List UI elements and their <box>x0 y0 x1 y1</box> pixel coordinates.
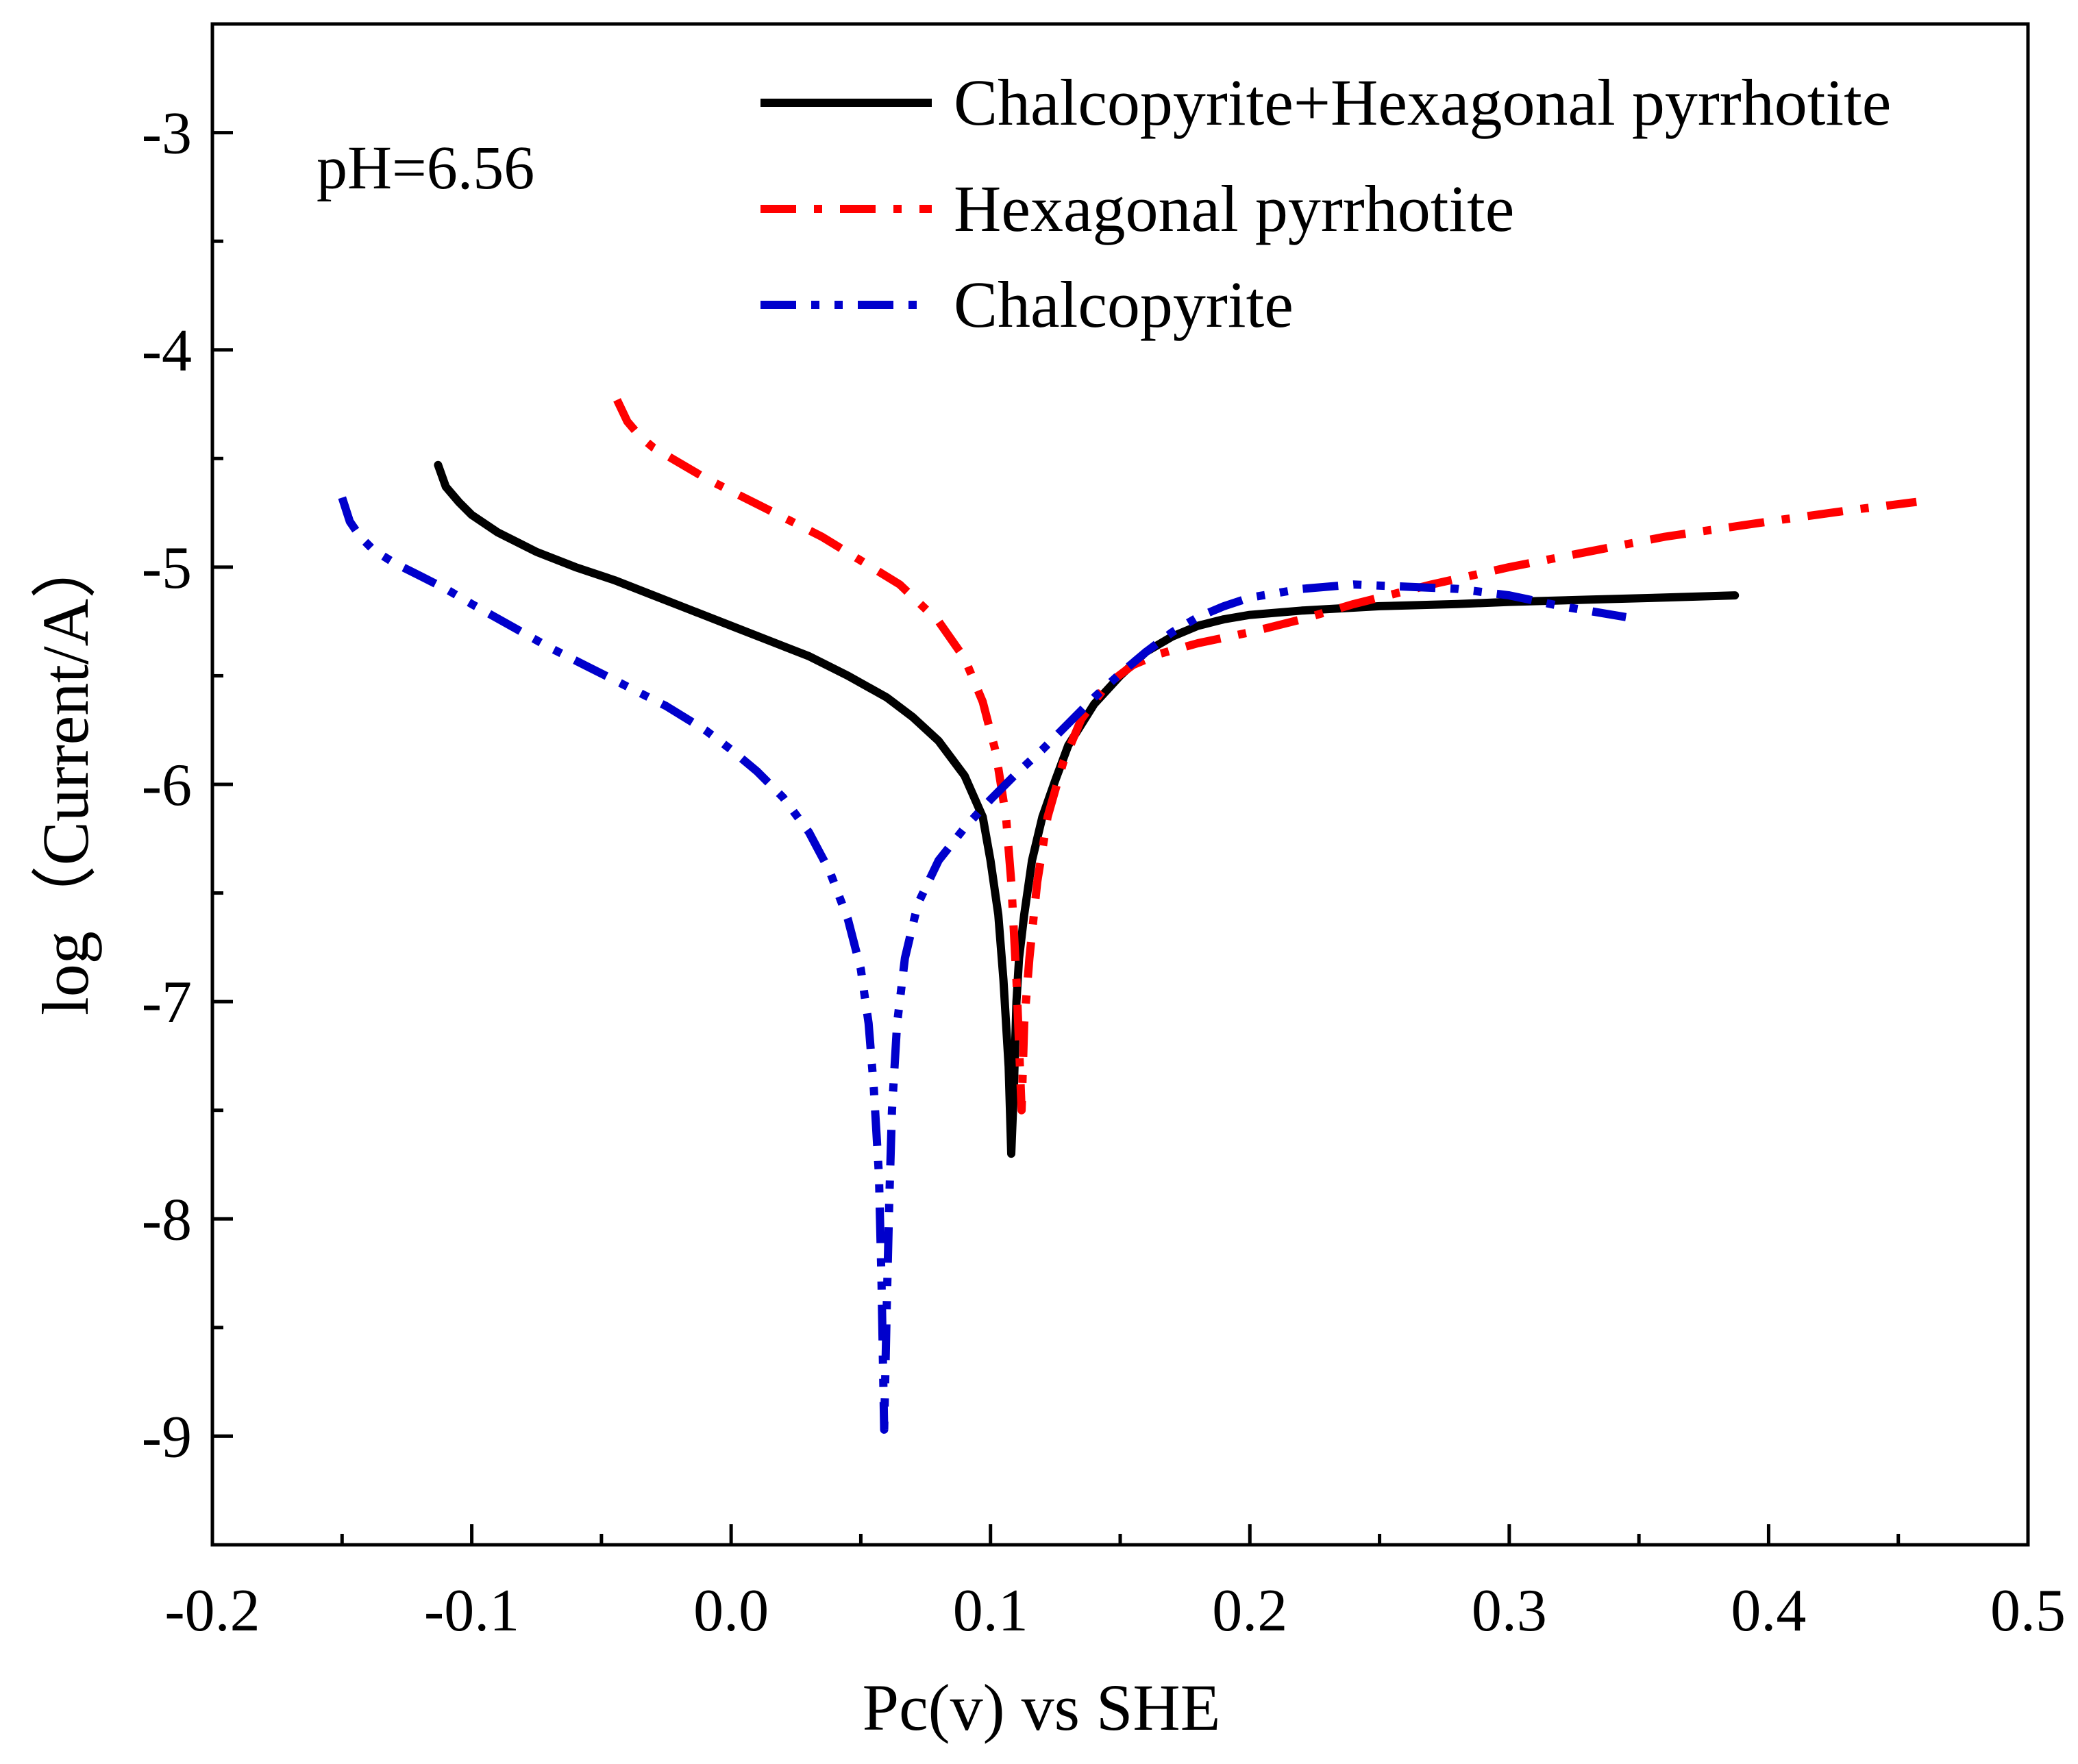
series-line-1 <box>613 398 1917 1115</box>
y-tick-label: -8 <box>142 1187 192 1253</box>
x-tick-label: 0.1 <box>953 1578 1028 1644</box>
y-tick-label: -4 <box>142 318 192 384</box>
x-tick-label: -0.2 <box>164 1578 260 1644</box>
x-tick-label: 0.3 <box>1472 1578 1547 1644</box>
y-tick-label: -5 <box>142 535 192 601</box>
y-axis: -3 -4 -5 -6 -7 -8 -9 <box>142 22 233 1547</box>
y-tick-label: -7 <box>142 969 192 1036</box>
x-tick-label: 0.5 <box>1990 1578 2066 1644</box>
x-tick-label: 0.2 <box>1212 1578 1287 1644</box>
x-axis-label: Pc(v) vs SHE <box>863 1671 1221 1744</box>
y-axis-label: log（Current/A） <box>29 533 102 1015</box>
x-tick-label: -0.1 <box>424 1578 519 1644</box>
series-line-2 <box>338 496 1627 1434</box>
x-axis: -0.2 -0.1 0.0 0.1 0.2 0.3 0.4 0.5 <box>164 1524 2066 1644</box>
legend-label-1: Hexagonal pyrrhotite <box>954 172 1514 245</box>
y-tick-label: -6 <box>142 752 192 819</box>
legend-label-0: Chalcopyrite+Hexagonal pyrrhotite <box>954 66 1891 139</box>
series-line-0 <box>434 460 1740 1158</box>
curves-layer <box>338 398 1917 1434</box>
y-tick-label: -3 <box>142 101 192 167</box>
y-tick-label: -9 <box>142 1404 192 1470</box>
x-tick-label: 0.4 <box>1731 1578 1806 1644</box>
ph-annotation: pH=6.56 <box>317 134 534 202</box>
legend-label-2: Chalcopyrite <box>954 268 1294 341</box>
x-tick-label: 0.0 <box>693 1578 769 1644</box>
legend: Chalcopyrite+Hexagonal pyrrhotite Hexagon… <box>760 66 1891 341</box>
